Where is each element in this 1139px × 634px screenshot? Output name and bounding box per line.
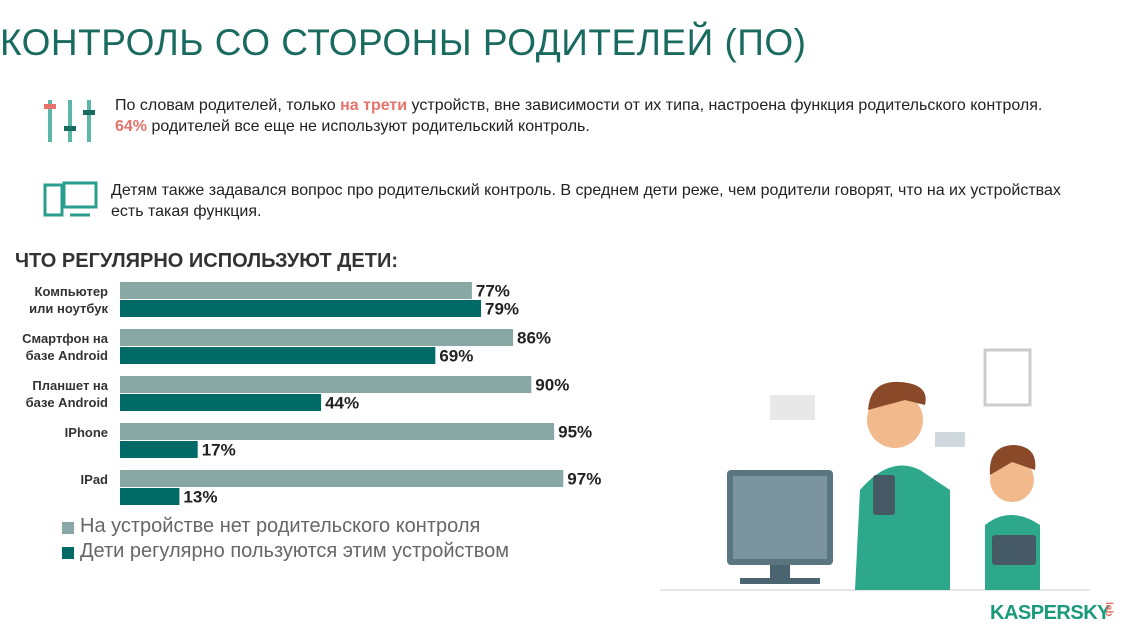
sliders-icon — [44, 100, 95, 142]
logo-sub: lab — [1103, 602, 1114, 617]
highlight: на трети — [340, 97, 408, 114]
bar — [120, 470, 564, 487]
value-label: 13% — [183, 487, 217, 506]
bar — [120, 376, 532, 393]
value-label: 79% — [485, 299, 519, 318]
legend-label: Дети регулярно пользуются этим устройств… — [80, 540, 509, 562]
value-label: 17% — [202, 440, 236, 459]
bar — [120, 441, 198, 458]
highlight: 64% — [115, 118, 148, 135]
y-tick-label: IPhone — [64, 425, 108, 440]
bar — [120, 423, 555, 440]
value-label: 95% — [558, 422, 592, 441]
value-label: 44% — [325, 393, 359, 412]
legend-label: На устройстве нет родительского контроля — [80, 515, 481, 537]
logo: KASPERSKY — [990, 602, 1110, 624]
bar — [120, 329, 514, 346]
bar — [120, 488, 180, 505]
bar — [120, 300, 482, 317]
slide-title: КОНТРОЛЬ СО СТОРОНЫ РОДИТЕЛЕЙ (ПО) — [0, 22, 807, 63]
y-tick-label: Смартфон на базе Android — [22, 331, 108, 363]
y-tick-label: IPad — [80, 472, 108, 487]
y-tick-label: Компьютер или ноутбук — [29, 284, 108, 316]
bar — [120, 347, 436, 364]
value-label: 69% — [439, 346, 473, 365]
value-label: 90% — [535, 375, 569, 394]
chart-title: ЧТО РЕГУЛЯРНО ИСПОЛЬЗУЮТ ДЕТИ: — [15, 250, 398, 272]
paragraph: Детям также задавался вопрос про родител… — [111, 182, 1061, 220]
bar — [120, 394, 322, 411]
bar — [120, 282, 472, 299]
value-label: 77% — [476, 281, 510, 300]
value-label: 86% — [517, 328, 551, 347]
paragraph: По словам родителей, только на трети уст… — [115, 95, 1045, 137]
text: родителей все еще не используют родитель… — [147, 118, 590, 135]
text: устройств, вне зависимости от их типа, н… — [407, 97, 1043, 114]
text: По словам родителей, только — [115, 97, 341, 114]
legend-swatch — [62, 547, 74, 559]
legend-swatch — [62, 522, 74, 534]
illustration — [660, 348, 1090, 591]
devices-icon — [43, 181, 98, 217]
value-label: 97% — [567, 469, 601, 488]
y-tick-label: Планшет на базе Android — [25, 378, 108, 410]
